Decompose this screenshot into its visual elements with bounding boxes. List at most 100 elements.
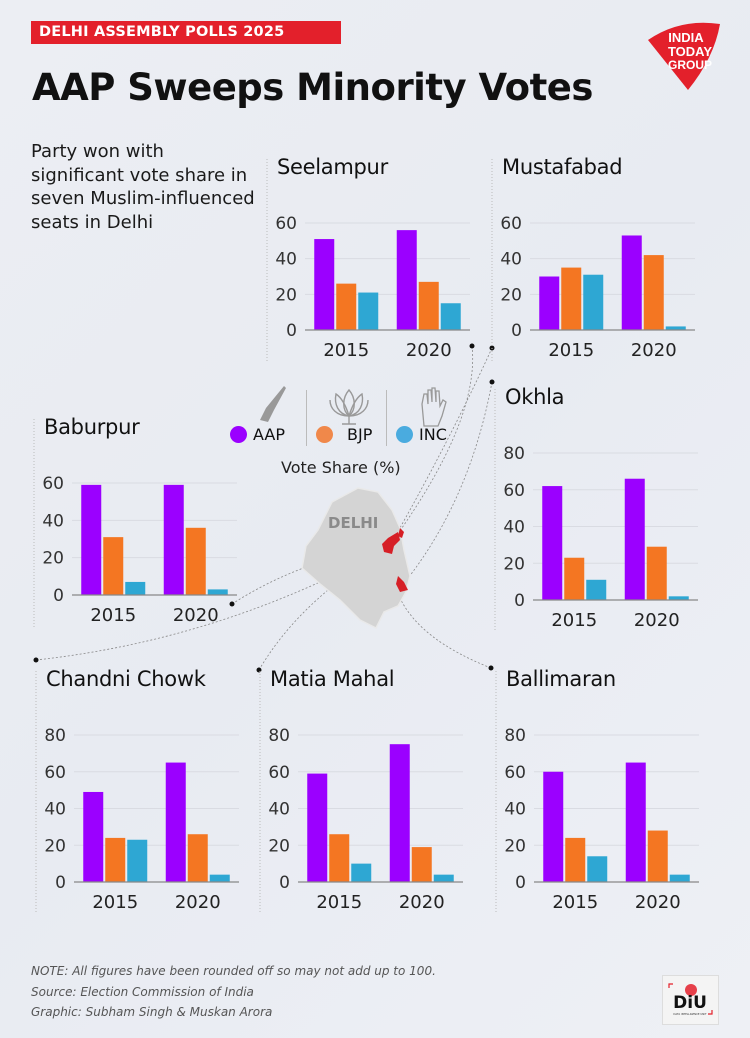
- legend-dot-aap: [230, 426, 247, 443]
- chart-svg: 0 20 40 60 80 2015 2020: [259, 671, 463, 914]
- y-tick-label: 40: [275, 250, 297, 270]
- y-tick-label: 80: [268, 726, 290, 746]
- y-tick-label: 60: [504, 763, 526, 783]
- y-tick-label: 60: [500, 214, 522, 234]
- x-tick-label: 2020: [399, 892, 445, 913]
- bar-inc-2020: [433, 874, 454, 882]
- bar-aap-2020: [396, 230, 417, 330]
- legend-item-inc: INC: [396, 425, 447, 444]
- bar-bjp-2020: [646, 546, 667, 600]
- bar-bjp-2020: [647, 830, 668, 882]
- bar-bjp-2015: [561, 267, 582, 330]
- bar-inc-2020: [669, 874, 690, 882]
- bar-inc-2015: [127, 839, 148, 882]
- connector-dot: [489, 379, 495, 385]
- chart-title: Ballimaran: [506, 667, 616, 691]
- bar-bjp-2020: [643, 255, 664, 330]
- chart-title: Seelampur: [277, 155, 388, 179]
- x-tick-label: 2015: [548, 340, 594, 361]
- x-tick-label: 2020: [406, 340, 452, 361]
- map-label: DELHI: [328, 514, 378, 532]
- logo-line-2: TODAY: [668, 44, 712, 59]
- bar-inc-2015: [583, 274, 604, 330]
- y-tick-label: 0: [286, 321, 297, 341]
- x-tick-label: 2015: [90, 605, 136, 626]
- legend-divider: [386, 390, 387, 446]
- y-tick-label: 0: [279, 873, 290, 893]
- chart-svg: 0 20 40 60 2015 2020: [266, 159, 470, 362]
- y-tick-label: 20: [503, 554, 525, 574]
- legend-caption: Vote Share (%): [281, 458, 401, 477]
- bar-inc-2020: [668, 596, 689, 600]
- bar-bjp-2015: [105, 837, 126, 882]
- x-tick-label: 2015: [551, 610, 597, 631]
- y-tick-label: 20: [42, 549, 64, 569]
- diu-logo: DiU DATA INTELLIGENCE UNIT: [662, 975, 719, 1025]
- chart-svg: 0 20 40 60 2015 2020: [33, 419, 237, 627]
- legend-item-aap: AAP: [230, 425, 285, 444]
- chart-svg: 0 20 40 60 2015 2020: [491, 159, 695, 362]
- connector-dot: [229, 601, 235, 607]
- legend-item-bjp: BJP: [316, 425, 372, 444]
- bar-inc-2015: [351, 863, 372, 882]
- logo-line-3: GROUP: [668, 58, 712, 72]
- x-tick-label: 2020: [175, 892, 221, 913]
- bar-bjp-2020: [418, 281, 439, 330]
- bar-aap-2015: [83, 791, 104, 882]
- bar-inc-2015: [125, 581, 146, 595]
- y-tick-label: 60: [275, 214, 297, 234]
- chart-okhla: Okhla 0 20 40 60 80 2015 2020: [493, 385, 708, 640]
- bar-aap-2015: [314, 239, 335, 330]
- y-tick-label: 0: [514, 591, 525, 611]
- logo-line-1: INDIA: [668, 30, 704, 45]
- bar-aap-2020: [163, 484, 184, 595]
- chart-svg: 0 20 40 60 80 2015 2020: [495, 671, 699, 914]
- bar-inc-2020: [665, 326, 686, 330]
- subtitle: Party won with significant vote share in…: [31, 141, 255, 233]
- chart-title: Chandni Chowk: [46, 667, 206, 691]
- connector-mustafabad: [391, 347, 493, 543]
- connector-seelampur: [391, 345, 474, 543]
- x-tick-label: 2015: [316, 892, 362, 913]
- legend-dot-bjp: [316, 426, 333, 443]
- broom-icon: [260, 386, 286, 422]
- x-tick-label: 2020: [635, 892, 681, 913]
- y-tick-label: 40: [42, 511, 64, 531]
- page-title: AAP Sweeps Minority Votes: [32, 66, 593, 109]
- bar-aap-2015: [539, 276, 560, 330]
- y-tick-label: 0: [511, 321, 522, 341]
- kicker-banner: DELHI ASSEMBLY POLLS 2025: [31, 21, 341, 44]
- bar-aap-2020: [625, 762, 646, 882]
- constituency-highlight: [396, 576, 408, 592]
- bar-bjp-2015: [564, 557, 585, 600]
- bar-aap-2015: [307, 773, 328, 882]
- footer-source: Source: Election Commission of India: [31, 984, 254, 999]
- constituency-highlight: [398, 528, 404, 538]
- chart-chandni-chowk: Chandni Chowk 0 20 40 60 80 2015 2020: [34, 667, 249, 922]
- bar-aap-2015: [81, 484, 102, 595]
- chart-svg: 0 20 40 60 80 2015 2020: [494, 389, 698, 632]
- y-tick-label: 0: [53, 586, 64, 606]
- india-today-logo: INDIA TODAY GROUP: [648, 22, 720, 90]
- y-tick-label: 20: [500, 285, 522, 305]
- y-tick-label: 60: [503, 481, 525, 501]
- bar-bjp-2015: [565, 837, 586, 882]
- bar-aap-2020: [621, 235, 642, 330]
- connector-okhla: [404, 381, 493, 583]
- chart-title: Okhla: [505, 385, 565, 409]
- diu-logo-text: DiU: [673, 993, 707, 1013]
- chart-title: Baburpur: [44, 415, 140, 439]
- legend-label-inc: INC: [419, 425, 447, 444]
- chart-ballimaran: Ballimaran 0 20 40 60 80 2015 2020: [494, 667, 709, 922]
- chart-title: Mustafabad: [502, 155, 623, 179]
- y-tick-label: 0: [515, 873, 526, 893]
- y-tick-label: 40: [44, 800, 66, 820]
- legend-label-aap: AAP: [253, 425, 285, 444]
- y-tick-label: 40: [268, 800, 290, 820]
- bar-inc-2020: [209, 874, 230, 882]
- x-tick-label: 2020: [631, 340, 677, 361]
- hand-icon: [421, 387, 447, 427]
- y-tick-label: 40: [503, 518, 525, 538]
- bar-bjp-2015: [103, 537, 124, 595]
- bar-inc-2015: [586, 579, 607, 600]
